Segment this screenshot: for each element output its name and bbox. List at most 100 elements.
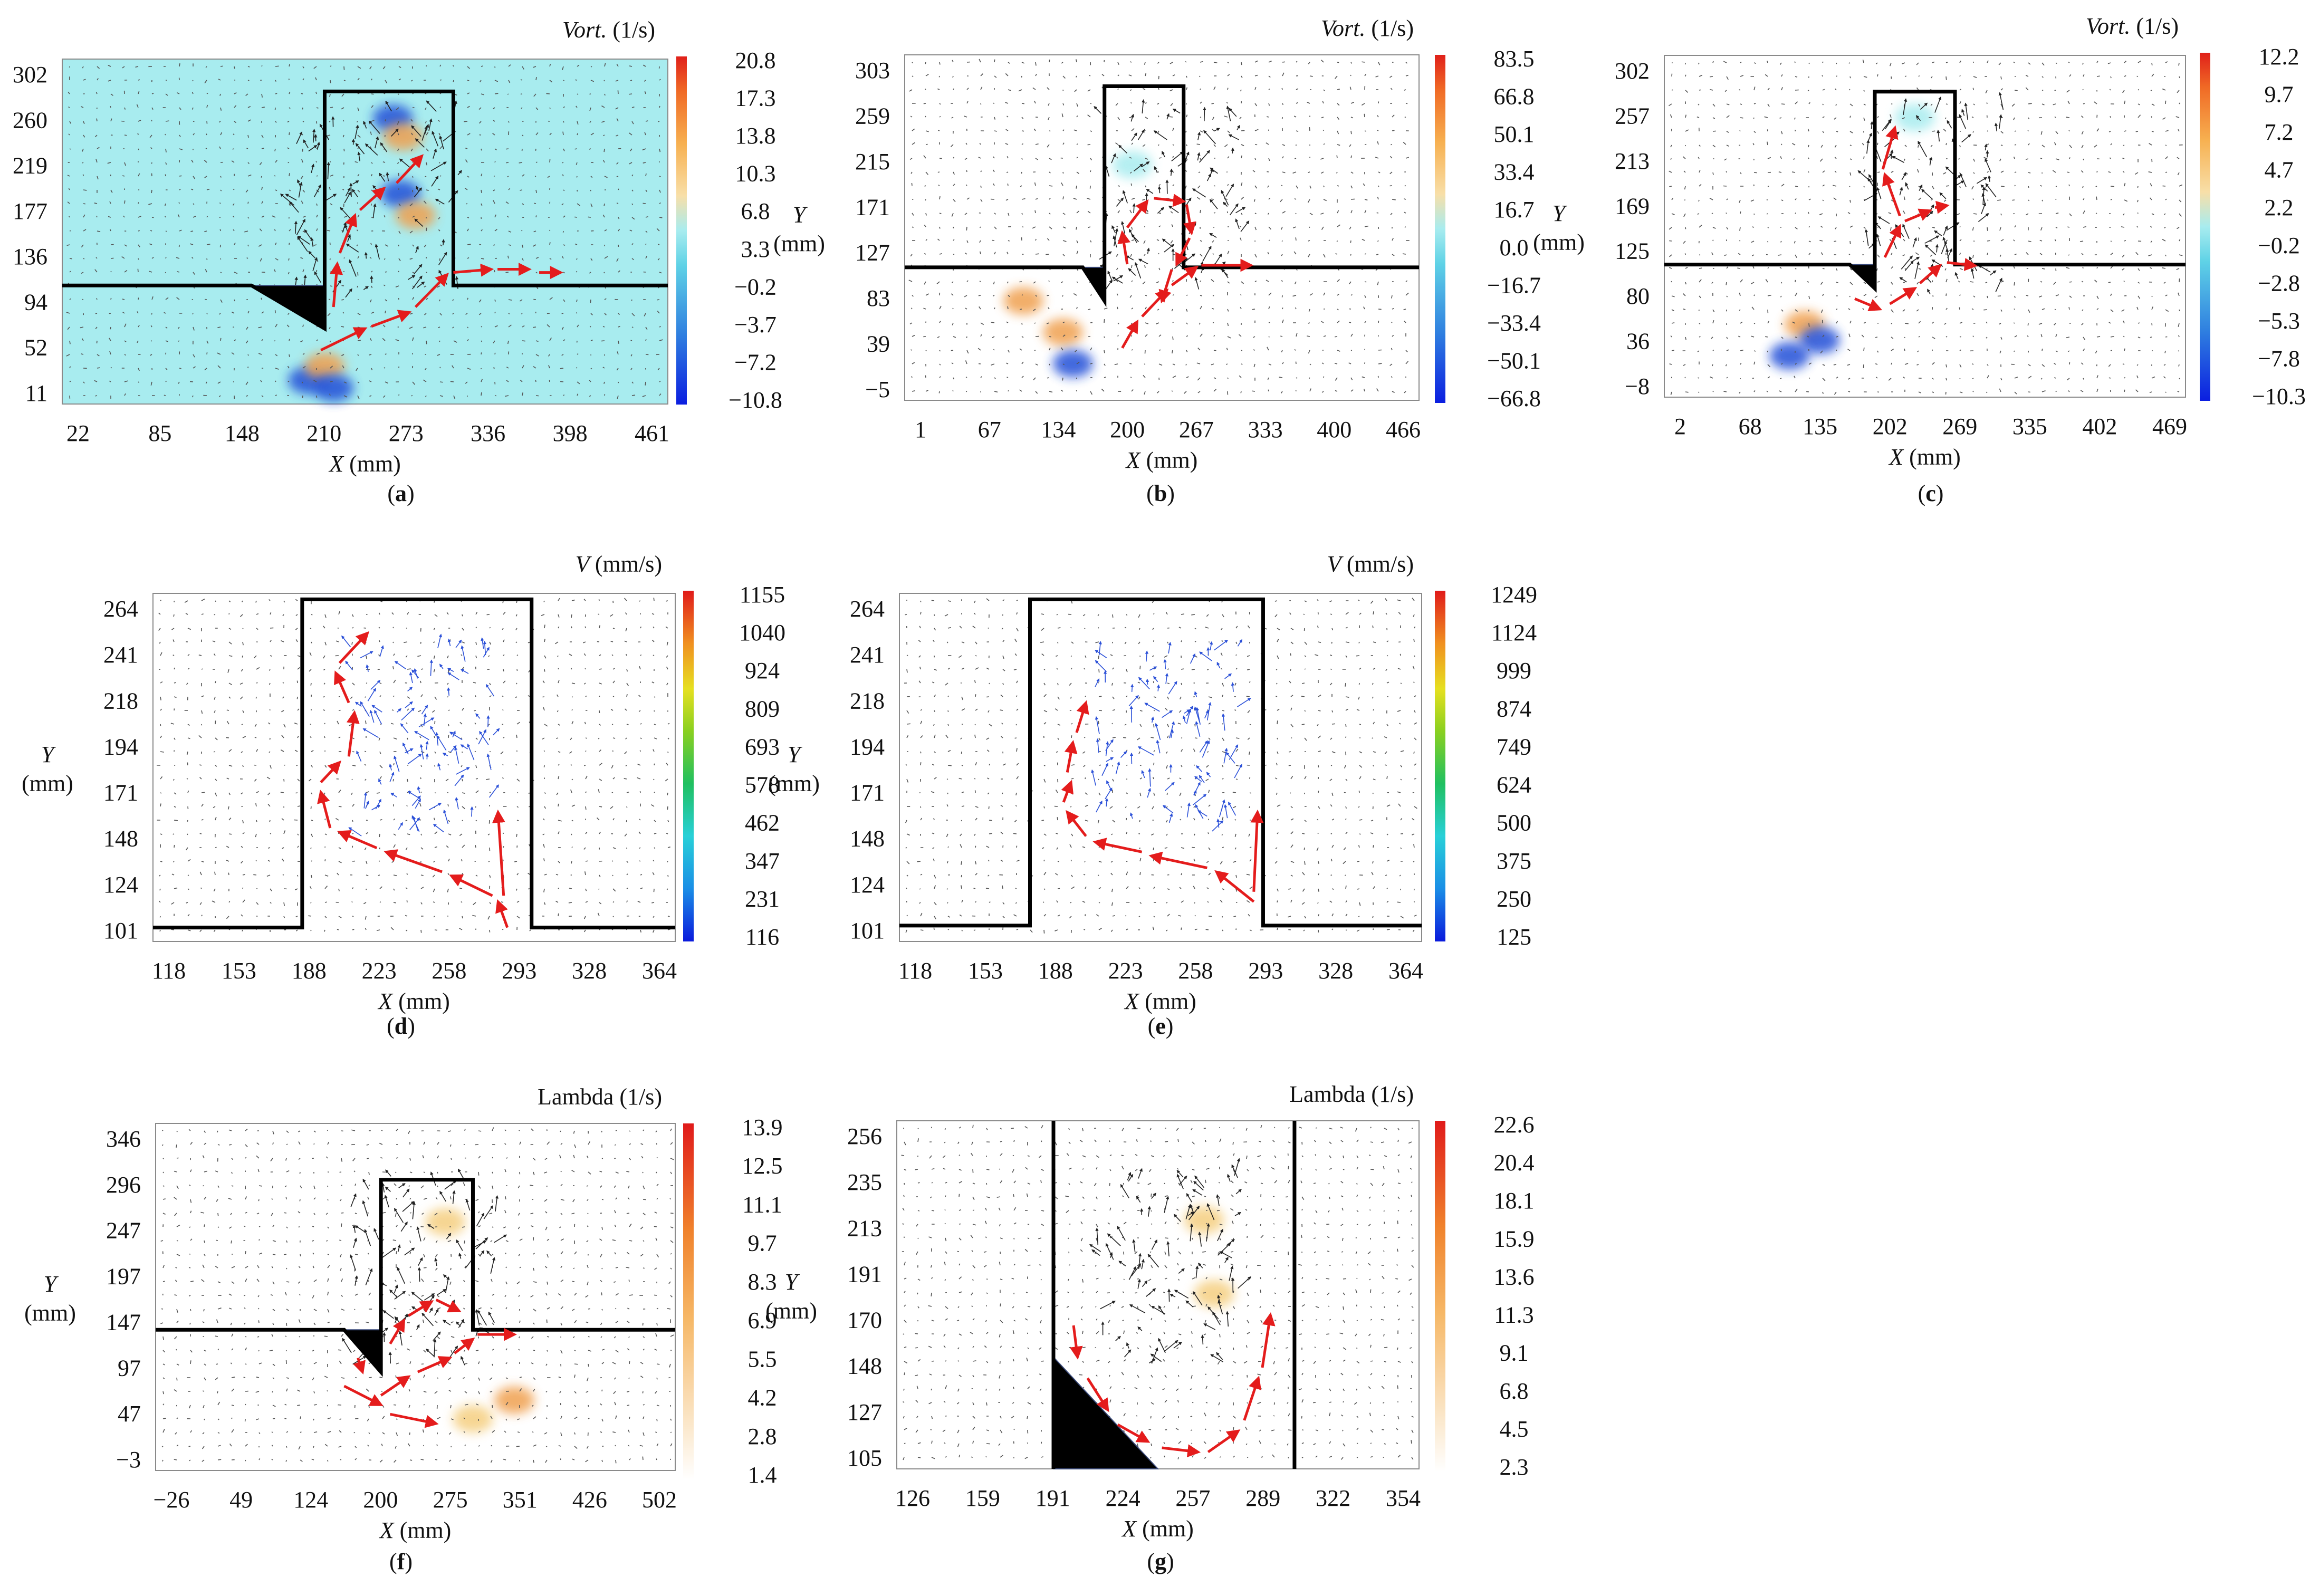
- vector: [453, 395, 456, 399]
- vector: [1143, 374, 1146, 378]
- vector: [1739, 292, 1741, 296]
- vector: [991, 322, 995, 323]
- vector: [951, 362, 954, 364]
- vector: [138, 148, 140, 150]
- vector: [135, 66, 139, 68]
- vector: [357, 354, 359, 356]
- vector: [590, 339, 593, 341]
- vector: [938, 75, 940, 78]
- vector: [1834, 145, 1837, 148]
- vector: [1186, 114, 1188, 118]
- vector: [612, 916, 615, 918]
- vector: [966, 170, 967, 172]
- vector: [352, 188, 359, 198]
- vector: [1899, 187, 1903, 196]
- vector: [2163, 282, 2166, 284]
- vector: [398, 78, 401, 81]
- vector: [1945, 336, 1948, 338]
- panel-b: 1 67 134 200 267 333 400 4663032592151711278339…: [773, 15, 1541, 506]
- vector: [1213, 86, 1216, 90]
- vector: [369, 146, 372, 149]
- vector: [1253, 363, 1255, 368]
- field-blob: [1895, 103, 1935, 131]
- vector: [1252, 170, 1255, 172]
- vector: [1726, 377, 1728, 379]
- vector: [97, 147, 100, 149]
- vector: [1074, 336, 1077, 338]
- x-axis-label: X (mm): [328, 451, 401, 477]
- vector: [1321, 117, 1324, 119]
- vector: [259, 162, 262, 166]
- vector: [2094, 145, 2097, 148]
- vector: [1142, 144, 1146, 147]
- vector: [910, 116, 913, 118]
- flow-arrow: [1175, 237, 1191, 267]
- vector: [1699, 279, 1702, 283]
- vector: [219, 229, 221, 232]
- vector: [1238, 334, 1242, 337]
- vector: [302, 148, 303, 152]
- vector: [258, 326, 262, 329]
- vector: [2000, 131, 2004, 134]
- vector: [357, 285, 358, 288]
- vector: [939, 305, 942, 310]
- vector: [380, 142, 388, 152]
- vector: [1158, 253, 1159, 255]
- vector: [1972, 378, 1974, 380]
- vector: [410, 80, 413, 82]
- vector: [1145, 334, 1148, 337]
- vector: [2014, 335, 2017, 338]
- vector: [1848, 391, 1851, 392]
- y-tick-label: 52: [24, 335, 47, 361]
- colorbar-title: Vort. (1/s): [2086, 13, 2179, 39]
- vector: [1235, 207, 1246, 214]
- vector: [2081, 253, 2084, 255]
- vector: [505, 201, 509, 204]
- y-tick-label: 171: [103, 780, 138, 806]
- vector: [979, 142, 981, 145]
- vector: [2000, 281, 2004, 283]
- vector: [2110, 309, 2114, 312]
- vector: [1726, 282, 1727, 285]
- vector: [584, 626, 586, 629]
- vector: [992, 295, 995, 297]
- vector: [1709, 197, 1713, 200]
- vector: [1764, 116, 1768, 118]
- vector: [138, 230, 140, 232]
- vector: [659, 326, 661, 328]
- vector: [1005, 199, 1009, 201]
- vector: [2179, 213, 2182, 217]
- vector: [994, 213, 996, 215]
- vector: [2041, 308, 2045, 310]
- vector: [2000, 336, 2002, 340]
- vector: [508, 80, 511, 83]
- vector: [302, 121, 304, 122]
- vector: [1808, 362, 1812, 365]
- vector: [951, 117, 954, 119]
- vector: [1751, 241, 1755, 243]
- vector: [2041, 364, 2045, 367]
- vector: [590, 258, 593, 261]
- vector: [2151, 116, 2152, 118]
- vector: [603, 134, 605, 136]
- vector: [548, 354, 550, 357]
- y-tick-label: 94: [24, 289, 47, 315]
- vector: [1129, 89, 1132, 91]
- vector: [631, 106, 635, 108]
- y-tick-label: 36: [1626, 329, 1650, 354]
- vector: [494, 214, 497, 218]
- vector: [1170, 62, 1173, 64]
- vector: [1337, 224, 1340, 227]
- vector: [643, 203, 646, 204]
- y-tick-label: 303: [855, 57, 890, 83]
- vector: [226, 737, 229, 738]
- vector: [1849, 225, 1853, 228]
- vector: [2081, 362, 2084, 365]
- vector: [1916, 309, 1919, 312]
- vector: [2041, 103, 2045, 105]
- vector: [1145, 158, 1148, 160]
- vector: [1018, 89, 1022, 92]
- vector: [1740, 279, 1743, 283]
- vector: [2041, 62, 2045, 66]
